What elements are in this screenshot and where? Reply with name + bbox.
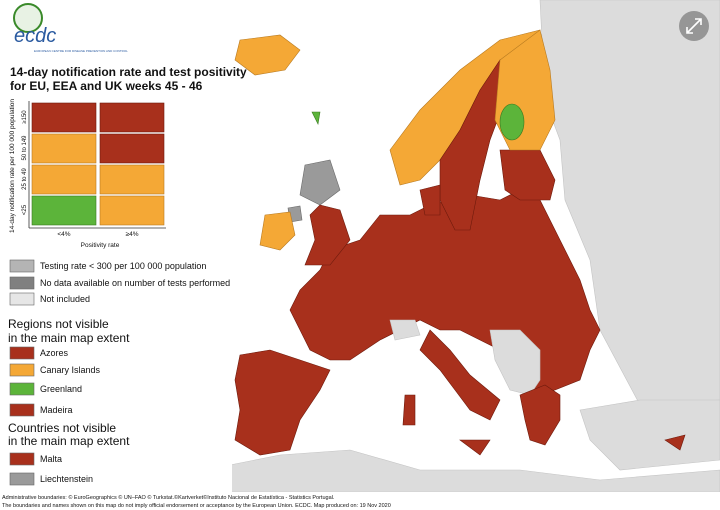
switzerland	[389, 319, 421, 341]
sicily	[459, 439, 491, 456]
logo-subtitle: EUROPEAN CENTRE FOR DISEASE PREVENTION A…	[34, 49, 128, 53]
legend-panel	[0, 0, 232, 492]
section-heading: in the main map extent	[8, 434, 130, 448]
legend-swatch	[9, 292, 35, 306]
greenland-tip	[311, 111, 321, 125]
sardinia	[402, 394, 416, 426]
footer-line: Administrative boundaries: © EuroGeograp…	[2, 494, 335, 501]
matrix-cell	[31, 195, 97, 226]
matrix-cell	[31, 164, 97, 195]
country-swatch	[9, 472, 35, 486]
title-line: 14-day notification rate and test positi…	[10, 65, 247, 79]
legend-label: Testing rate < 300 per 100 000 populatio…	[40, 261, 206, 271]
region-swatch	[9, 346, 35, 360]
legend-swatch	[9, 276, 35, 290]
matrix-cell	[31, 133, 97, 164]
legend: Testing rate < 300 per 100 000 populatio…	[8, 259, 230, 486]
matrix-cell	[31, 102, 97, 133]
row-label: 50 to 149	[22, 135, 28, 161]
matrix-cell	[99, 133, 165, 164]
expand-button[interactable]	[679, 11, 709, 41]
matrix-cell	[99, 195, 165, 226]
logo-globe	[13, 3, 43, 33]
cyprus	[664, 434, 686, 451]
matrix-cell	[99, 102, 165, 133]
section-heading: Regions not visible	[8, 317, 109, 331]
greece	[519, 384, 561, 446]
column-label: ≥4%	[126, 231, 139, 238]
matrix-x-label: Positivity rate	[81, 242, 120, 249]
ireland	[259, 211, 296, 251]
matrix-cell	[99, 164, 165, 195]
sweden	[439, 59, 506, 231]
matrix: 14-day notification rate per 100 000 pop…	[9, 99, 166, 249]
section-heading: in the main map extent	[8, 331, 130, 345]
matrix-y-label: 14-day notification rate per 100 000 pop…	[9, 99, 16, 233]
column-label: <4%	[57, 231, 70, 238]
region-swatch	[9, 363, 35, 377]
title-line: for EU, EEA and UK weeks 45 - 46	[10, 79, 203, 93]
country-swatch	[9, 452, 35, 466]
region-label: Greenland	[40, 384, 82, 394]
legend-swatch	[9, 259, 35, 273]
region-label: Madeira	[40, 405, 73, 415]
iberia	[234, 349, 331, 456]
western-balkans	[489, 329, 541, 396]
country-label: Liechtenstein	[40, 474, 93, 484]
footer-line: The boundaries and names shown on this m…	[2, 503, 391, 509]
legend-label: Not included	[40, 294, 90, 304]
iceland	[234, 34, 301, 76]
legend-label: No data available on number of tests per…	[40, 278, 230, 288]
region-label: Canary Islands	[40, 365, 101, 375]
turkey	[579, 399, 720, 471]
map	[199, 0, 720, 510]
footer-band	[0, 492, 720, 510]
denmark	[419, 184, 441, 216]
expand-icon[interactable]	[686, 18, 702, 34]
region-swatch	[9, 403, 35, 417]
logo-name: ecdc	[14, 25, 56, 47]
england	[304, 204, 351, 266]
section-heading: Countries not visible	[8, 421, 116, 435]
row-label: <25	[22, 204, 28, 215]
logo: ecdc EUROPEAN CENTRE FOR DISEASE PREVENT…	[13, 3, 128, 53]
italy	[419, 329, 501, 421]
region-swatch	[9, 382, 35, 396]
scotland	[299, 159, 341, 206]
country-label: Malta	[40, 454, 62, 464]
row-label: 25 to 49	[22, 167, 28, 189]
row-label: ≥150	[22, 110, 28, 124]
finland-region	[499, 103, 525, 141]
region-label: Azores	[40, 348, 69, 358]
